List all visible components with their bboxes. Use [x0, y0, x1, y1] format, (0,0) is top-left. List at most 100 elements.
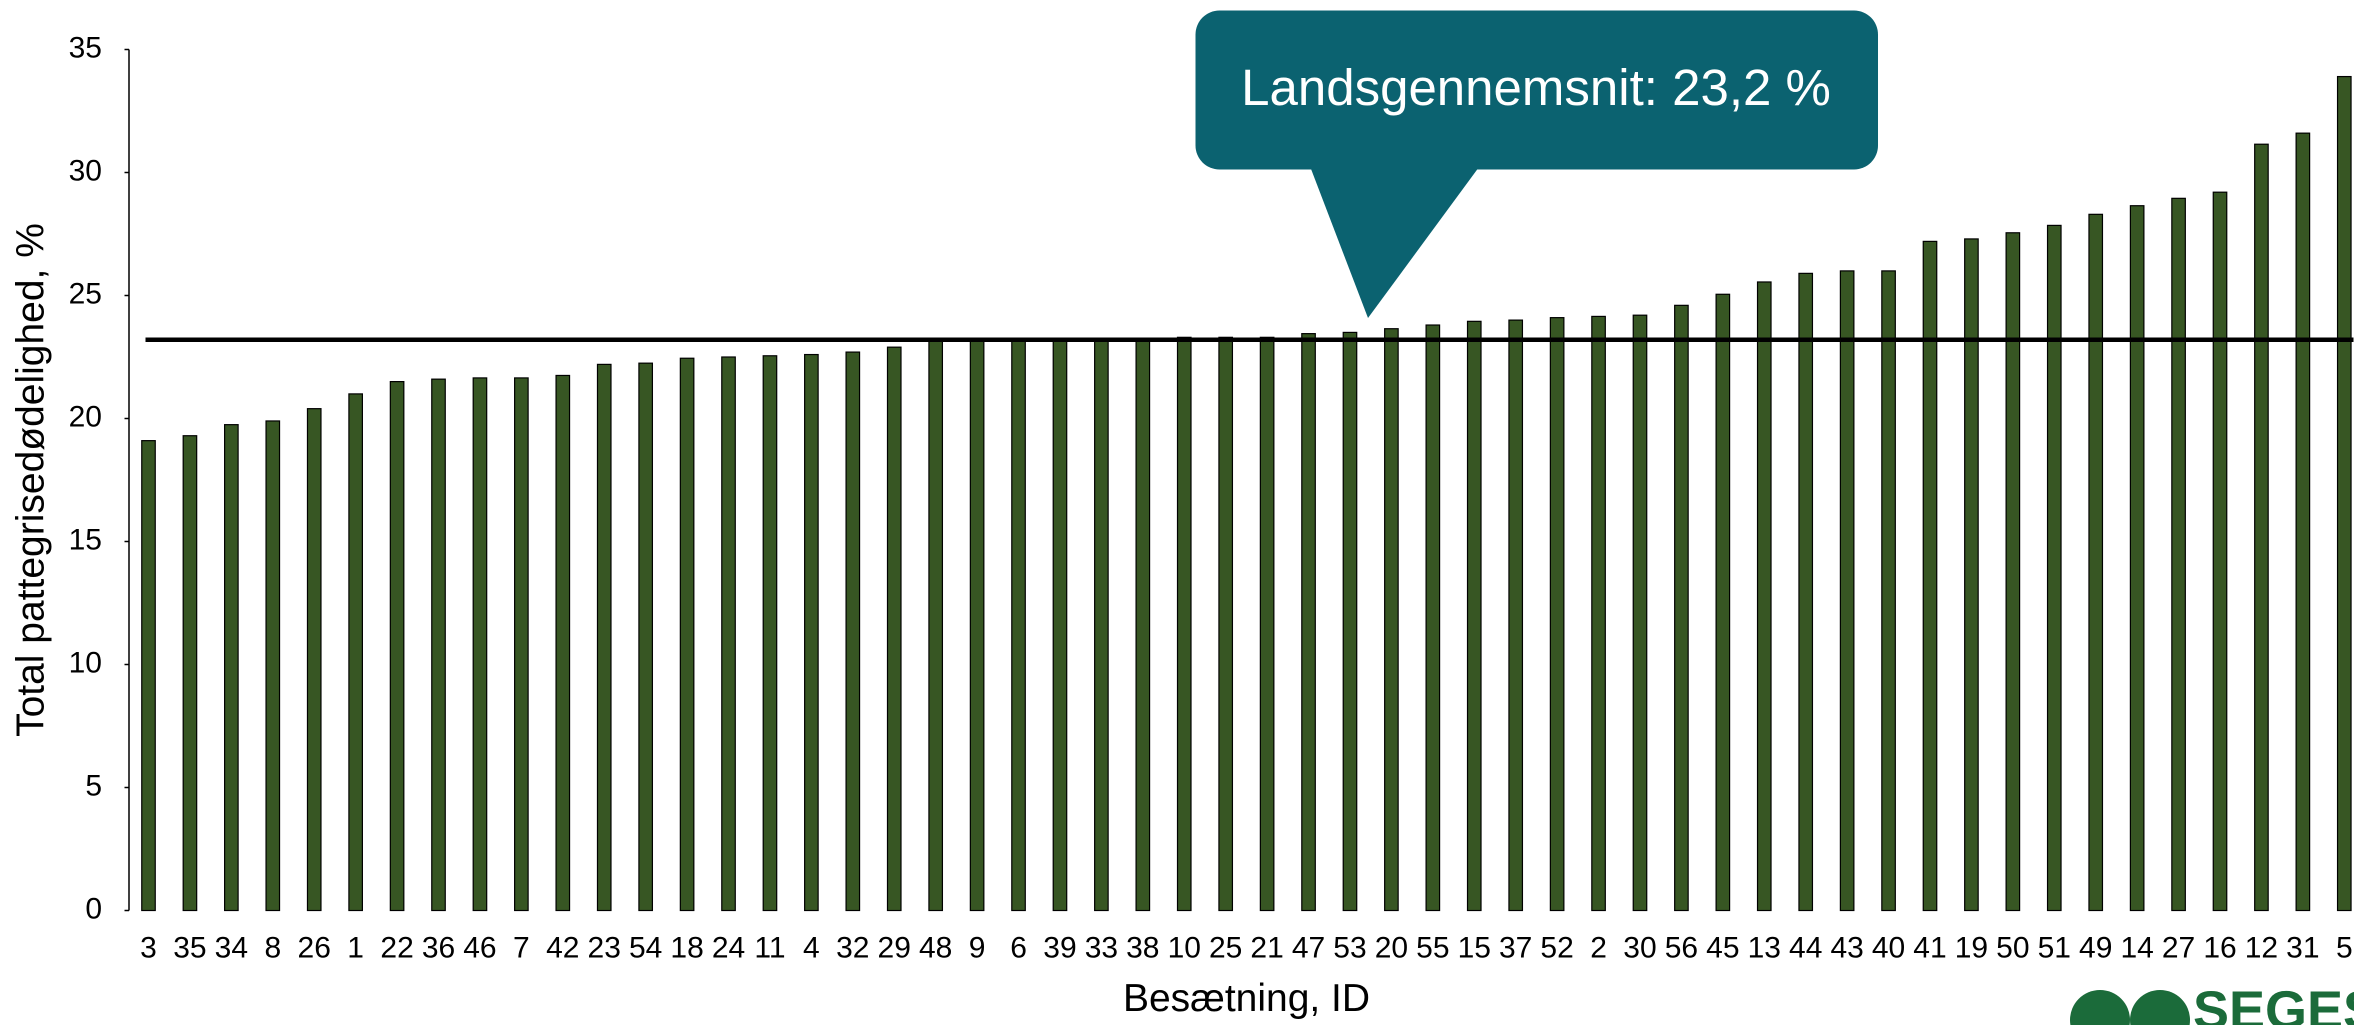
bar [1466, 320, 1482, 912]
callout: Landsgennemsnit: 23,2 % [1195, 10, 1879, 319]
bar [1715, 293, 1731, 912]
y-tick-label: 20 [69, 400, 102, 433]
bar [1301, 333, 1316, 912]
x-tick-label: 54 [629, 931, 662, 964]
x-tick-label: 36 [422, 931, 455, 964]
x-tick-label: 19 [1955, 931, 1988, 964]
x-axis-label: Besætning, ID [1123, 977, 1370, 1020]
bar [679, 357, 695, 912]
bar [804, 353, 819, 912]
x-tick-label: 40 [1872, 931, 1905, 964]
bar [1549, 317, 1565, 912]
x-tick-label: 53 [1333, 931, 1366, 964]
x-tick-label: 24 [712, 931, 745, 964]
x-tick-label: 26 [298, 931, 331, 964]
x-tick-label: 44 [1789, 931, 1822, 964]
x-tick-label: 12 [2245, 931, 2278, 964]
y-axis-label: Total pattegrisedødelighed, % [9, 223, 52, 737]
bar [886, 346, 902, 912]
bar [389, 381, 405, 912]
x-tick-label: 39 [1043, 931, 1076, 964]
x-tick-label: 6 [1010, 931, 1027, 964]
x-tick-label: 41 [1913, 931, 1946, 964]
x-tick-label: 1 [347, 931, 364, 964]
bar [2046, 224, 2062, 912]
x-tick-label: 29 [878, 931, 911, 964]
y-tick-label: 15 [69, 523, 102, 556]
x-tick-label: 48 [919, 931, 952, 964]
x-tick-label: 34 [215, 931, 248, 964]
bar [2088, 213, 2104, 912]
y-tick-label: 30 [69, 154, 102, 187]
x-tick-label: 15 [1458, 931, 1491, 964]
bar [472, 377, 488, 912]
x-tick-label: 7 [513, 931, 530, 964]
x-tick-label: 47 [1292, 931, 1325, 964]
x-tick-label: 16 [2203, 931, 2236, 964]
bar [762, 355, 778, 912]
bar [182, 435, 198, 912]
bar [969, 339, 985, 912]
x-tick-label: 13 [1748, 931, 1781, 964]
x-tick-label: 37 [1499, 931, 1532, 964]
x-tick-label: 11 [754, 931, 785, 964]
x-tick-label: 20 [1375, 931, 1408, 964]
logo-text: SEGES [2193, 980, 2354, 1025]
bar [1674, 304, 1689, 912]
callout-text: Landsgennemsnit: 23,2 % [1241, 59, 1831, 116]
logo-circle [2130, 990, 2190, 1025]
bar [1632, 314, 1648, 912]
bar [2005, 232, 2021, 912]
logo-circle [2070, 990, 2130, 1025]
x-tick-label: 5 [2336, 931, 2353, 964]
bar [1922, 240, 1938, 912]
bar [348, 393, 364, 912]
x-tick-label: 50 [1996, 931, 2029, 964]
bar [306, 408, 322, 912]
x-tick-label: 52 [1540, 931, 1573, 964]
bar [1839, 270, 1855, 912]
bar [1176, 336, 1192, 912]
x-tick-label: 31 [2286, 931, 2319, 964]
bar [1425, 324, 1441, 912]
bar [1342, 331, 1358, 912]
bar [2212, 191, 2228, 912]
bar [2336, 75, 2352, 912]
x-tick-label: 42 [546, 931, 579, 964]
bar [721, 356, 736, 912]
y-tick-label: 35 [69, 31, 102, 64]
x-tick-label: 10 [1168, 931, 1201, 964]
bar [1881, 270, 1896, 912]
x-tick-label: 9 [969, 931, 986, 964]
x-tick-label: 22 [380, 931, 413, 964]
x-tick-label: 35 [173, 931, 206, 964]
x-tick-label: 14 [2120, 931, 2153, 964]
x-tick-label: 30 [1623, 931, 1656, 964]
bar [1756, 281, 1772, 912]
y-tick-label: 0 [85, 892, 102, 925]
bar [1964, 238, 1979, 912]
x-tick-label: 45 [1706, 931, 1739, 964]
x-tick-label: 43 [1830, 931, 1863, 964]
x-tick-label: 46 [463, 931, 496, 964]
x-tick-label: 25 [1209, 931, 1242, 964]
x-tick-label: 27 [2162, 931, 2195, 964]
bar [2171, 197, 2186, 912]
bar [638, 362, 654, 912]
bar [1508, 319, 1524, 912]
x-tick-label: 2 [1590, 931, 1607, 964]
x-tick-label: 55 [1416, 931, 1449, 964]
bar [1798, 272, 1814, 912]
bar [1011, 339, 1026, 912]
bar [928, 340, 944, 912]
bar [1094, 339, 1109, 912]
bar [2295, 132, 2311, 912]
x-tick-label: 3 [140, 931, 157, 964]
bar [431, 378, 446, 912]
y-tick-label: 25 [69, 277, 102, 310]
bar [555, 374, 571, 912]
x-tick-label: 18 [670, 931, 703, 964]
bar [265, 420, 281, 912]
